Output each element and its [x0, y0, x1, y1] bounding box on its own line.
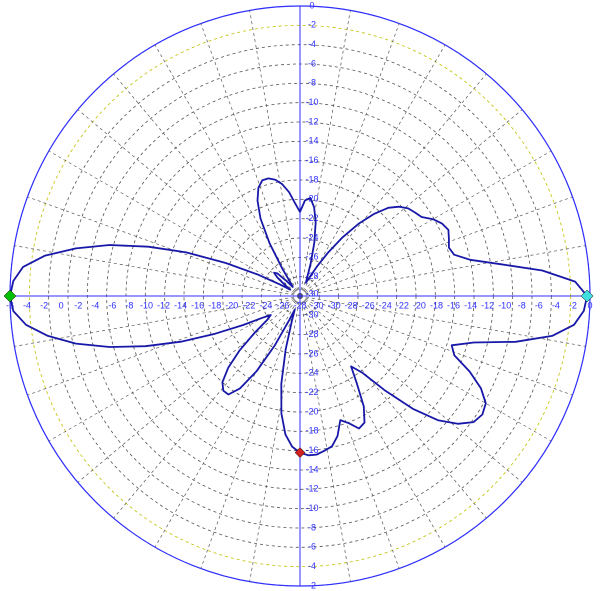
axis-tick-label: -22: [396, 300, 409, 310]
axis-tick-label: -6: [108, 300, 116, 310]
axis-tick-label: -20: [305, 406, 318, 416]
axis-tick-label: -28: [305, 329, 318, 339]
axis-tick-label: -4: [23, 300, 31, 310]
axis-tick-label: -4: [308, 39, 316, 49]
axis-tick-label: -12: [481, 300, 494, 310]
axis-tick-label: -4: [91, 300, 99, 310]
axis-tick-label: -12: [305, 116, 318, 126]
axis-tick-label: -22: [242, 300, 255, 310]
axis-tick-label: -6: [308, 58, 316, 68]
axis-tick-label: -30: [311, 300, 324, 310]
axis-tick-label: -2: [40, 300, 48, 310]
axis-tick-label: -22: [305, 387, 318, 397]
axis-tick-label: -16: [305, 445, 318, 455]
axis-tick-label: -8: [308, 522, 316, 532]
axis-tick-label: -30: [328, 300, 341, 310]
axis-tick-label: -10: [498, 300, 511, 310]
axis-tick-label: -18: [208, 300, 221, 310]
axis-tick-label: -2: [308, 580, 316, 590]
axis-tick-label: -8: [125, 300, 133, 310]
axis-tick-label: -18: [430, 300, 443, 310]
axis-tick-label: 0: [59, 300, 64, 310]
axis-tick-label: -22: [305, 213, 318, 223]
axis-tick-label: -4: [308, 561, 316, 571]
axis-tick-label: 0: [587, 300, 592, 310]
axis-tick-label: -4: [552, 300, 560, 310]
polar-chart: 0-2-4-6-8-10-12-14-16-18-20-22-24-26-28-…: [0, 0, 600, 591]
axis-tick-label: -10: [305, 503, 318, 513]
axis-tick-label: -10: [140, 300, 153, 310]
axis-tick-label: -28: [345, 300, 358, 310]
axis-tick-label: -18: [305, 426, 318, 436]
axis-tick-label: -12: [157, 300, 170, 310]
axis-tick-label: -16: [191, 300, 204, 310]
axis-tick-label: -24: [305, 232, 318, 242]
axis-tick-label: -8: [308, 78, 316, 88]
axis-tick-label: -20: [413, 300, 426, 310]
axis-tick-label: -12: [305, 484, 318, 494]
axis-tick-label: -14: [305, 464, 318, 474]
axis-tick-label: -2: [308, 20, 316, 30]
axis-tick-label: -6: [535, 300, 543, 310]
axis-tick-label: -24: [305, 368, 318, 378]
axis-tick-label: -16: [447, 300, 460, 310]
axis-tick-label: -20: [225, 300, 238, 310]
axis-tick-label: -8: [518, 300, 526, 310]
axis-tick-label: -30: [305, 288, 318, 298]
axis-tick-label: -18: [305, 174, 318, 184]
axis-tick-label: -26: [276, 300, 289, 310]
axis-tick-label: -26: [362, 300, 375, 310]
axis-tick-label: -30: [305, 310, 318, 320]
axis-tick-label: -14: [174, 300, 187, 310]
axis-tick-label: -6: [308, 542, 316, 552]
axis-tick-label: -16: [305, 155, 318, 165]
axis-tick-label: -24: [259, 300, 272, 310]
axis-tick-label: 0: [309, 0, 314, 10]
axis-tick-label: -24: [379, 300, 392, 310]
axis-tick-label: -26: [305, 348, 318, 358]
axis-tick-label: -2: [74, 300, 82, 310]
axis-tick-label: -14: [305, 136, 318, 146]
axis-tick-label: -14: [464, 300, 477, 310]
axis-tick-label: -2: [569, 300, 577, 310]
axis-tick-label: -10: [305, 97, 318, 107]
